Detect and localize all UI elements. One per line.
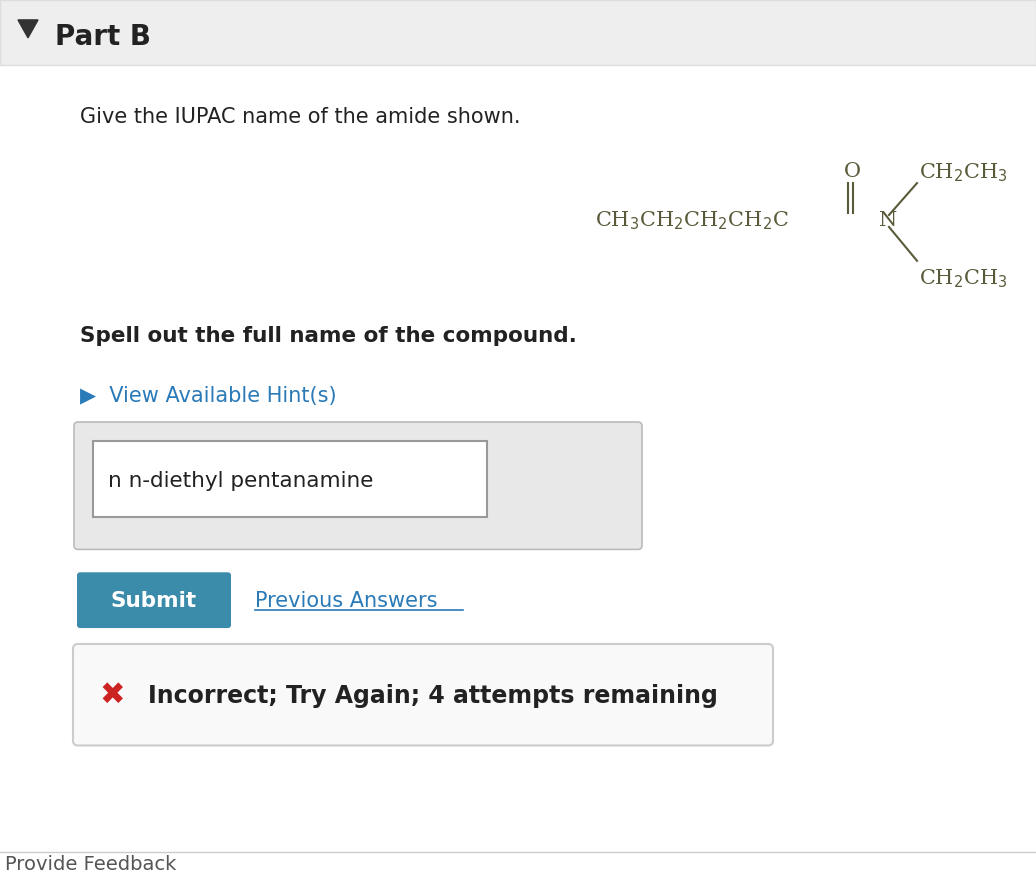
Text: n n-diethyl pentanamine: n n-diethyl pentanamine <box>108 470 373 491</box>
Text: CH$_2$CH$_3$: CH$_2$CH$_3$ <box>919 267 1008 290</box>
Text: O: O <box>843 162 861 180</box>
FancyBboxPatch shape <box>73 644 773 745</box>
Text: Spell out the full name of the compound.: Spell out the full name of the compound. <box>80 327 577 346</box>
FancyBboxPatch shape <box>93 441 487 517</box>
Text: Submit: Submit <box>111 591 197 611</box>
Text: Provide Feedback: Provide Feedback <box>5 856 176 874</box>
FancyBboxPatch shape <box>77 572 231 628</box>
Text: Incorrect; Try Again; 4 attempts remaining: Incorrect; Try Again; 4 attempts remaini… <box>148 684 718 708</box>
Text: ✖: ✖ <box>99 682 124 710</box>
Text: CH$_3$CH$_2$CH$_2$CH$_2$C: CH$_3$CH$_2$CH$_2$CH$_2$C <box>595 209 788 232</box>
Text: Give the IUPAC name of the amide shown.: Give the IUPAC name of the amide shown. <box>80 108 520 127</box>
Polygon shape <box>18 20 38 38</box>
FancyBboxPatch shape <box>0 0 1036 65</box>
Text: ▶  View Available Hint(s): ▶ View Available Hint(s) <box>80 386 337 406</box>
Text: N: N <box>879 211 897 230</box>
FancyBboxPatch shape <box>74 422 642 549</box>
Text: Part B: Part B <box>55 23 151 51</box>
Text: Previous Answers: Previous Answers <box>255 591 437 611</box>
Text: CH$_2$CH$_3$: CH$_2$CH$_3$ <box>919 162 1008 185</box>
